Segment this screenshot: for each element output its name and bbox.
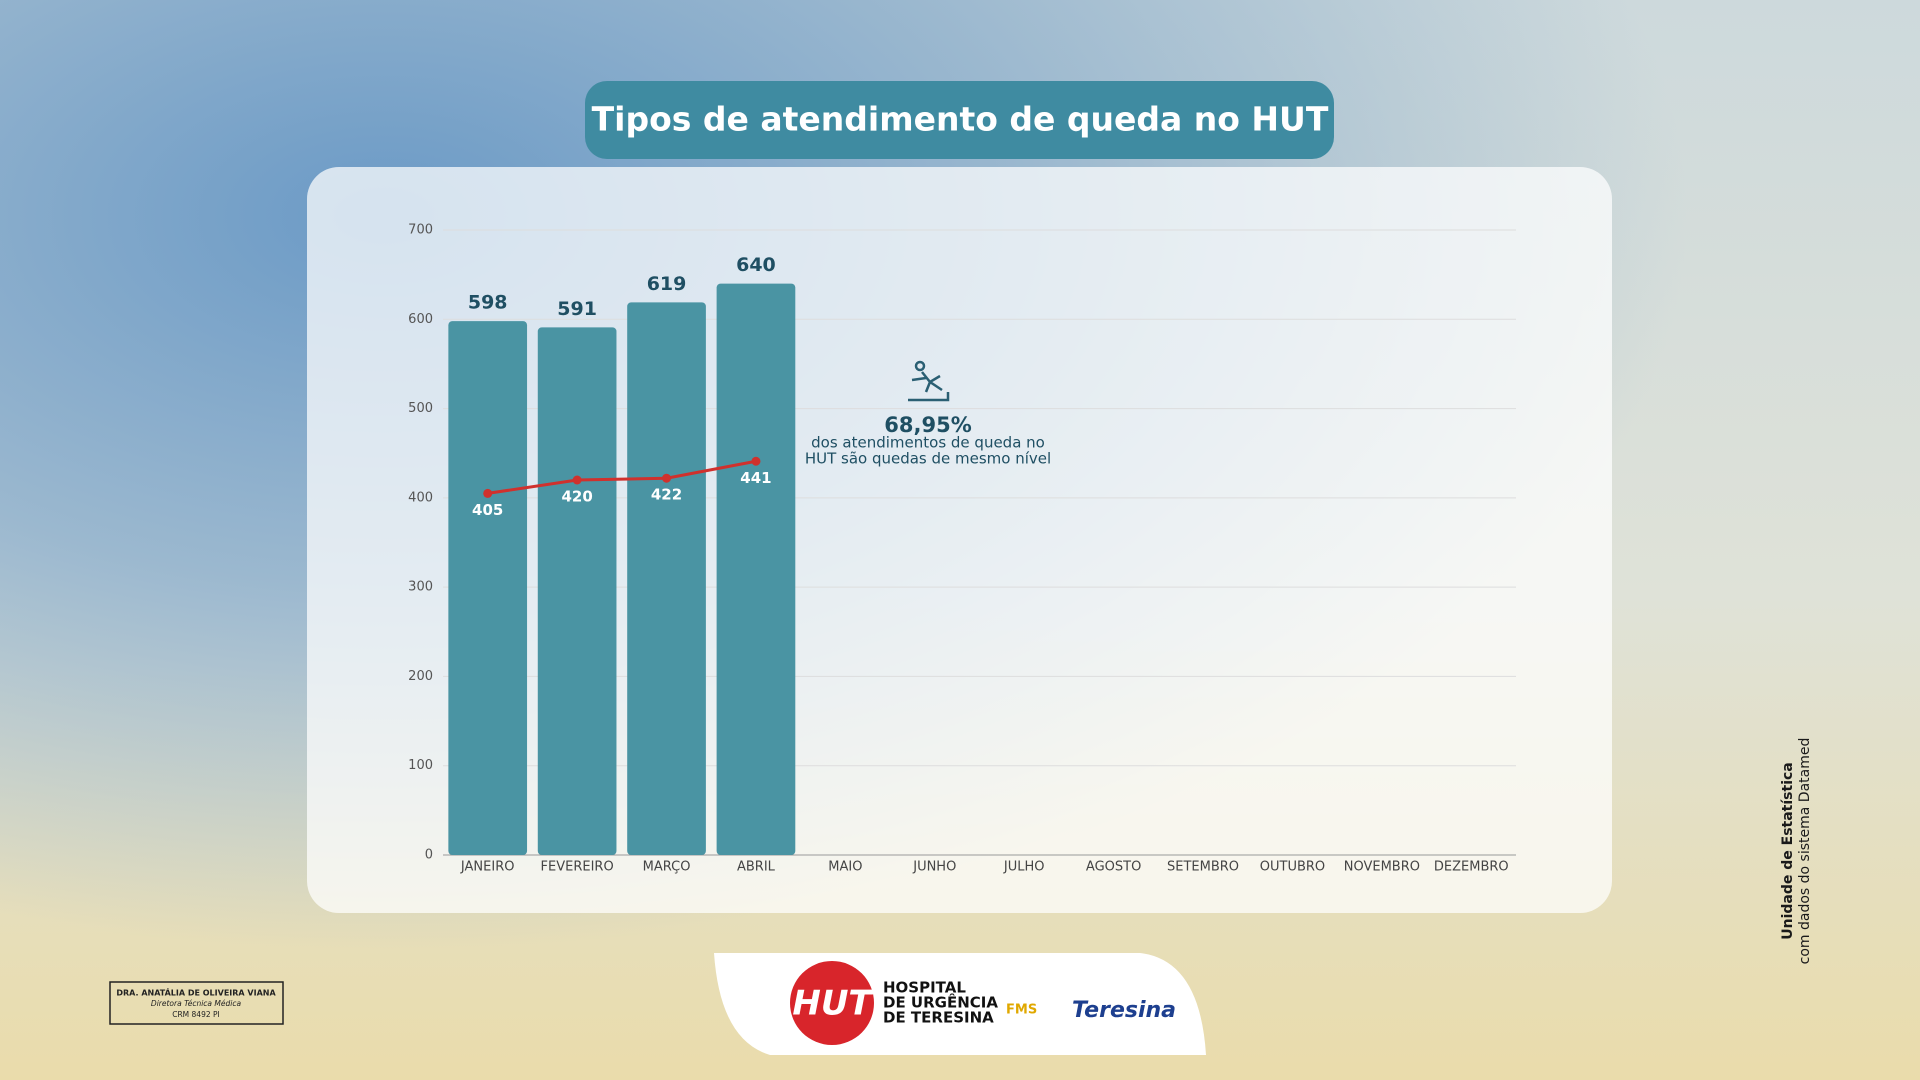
x-tick-label: MARÇO: [643, 860, 691, 875]
line-point: [483, 488, 493, 498]
bar: [716, 283, 796, 856]
bar-value-label: 640: [736, 254, 776, 276]
x-tick-label: AGOSTO: [1086, 860, 1141, 875]
y-tick-label: 0: [425, 848, 433, 863]
y-tick-label: 500: [408, 401, 433, 416]
bar: [627, 302, 706, 856]
bar: [537, 327, 617, 856]
x-tick-label: FEVEREIRO: [541, 860, 614, 875]
y-tick-label: 100: [408, 758, 433, 773]
signature-box: [109, 981, 284, 1025]
annotation-value: 68,95%: [884, 413, 971, 437]
bar-value-label: 619: [647, 273, 687, 295]
line: [487, 459, 757, 495]
line-value-label: 422: [651, 486, 682, 504]
x-tick-label: JUNHO: [912, 860, 956, 875]
line-point: [572, 475, 582, 485]
signature-role: Diretora Técnica Médica: [151, 999, 242, 1008]
y-tick-label: 200: [408, 669, 433, 684]
x-tick-label: JANEIRO: [460, 860, 515, 875]
side-note: Unidade de Estatística: [1780, 762, 1796, 939]
x-tick-label: DEZEMBRO: [1434, 860, 1509, 875]
line-point: [751, 456, 761, 466]
signature-crm: CRM 8492 PI: [172, 1010, 220, 1019]
bar-value-label: 591: [557, 298, 597, 320]
annotation-text: dos atendimentos de queda no: [811, 434, 1045, 452]
hospital-name: DE TERESINA: [883, 1009, 994, 1027]
y-tick-label: 700: [408, 223, 433, 238]
x-tick-label: SETEMBRO: [1167, 860, 1239, 875]
x-tick-label: JULHO: [1003, 860, 1045, 875]
x-tick-label: MAIO: [828, 860, 862, 875]
city-logo: Teresina: [1072, 998, 1176, 1023]
line-value-label: 420: [561, 488, 592, 506]
hospital-name: HOSPITAL: [883, 979, 966, 997]
bar: [448, 321, 528, 856]
signature-name: DRA. ANATÁLIA DE OLIVEIRA VIANA: [116, 987, 276, 998]
chart-title: Tipos de atendimento de queda no HUT: [592, 100, 1329, 139]
y-tick-label: 400: [408, 490, 433, 505]
x-tick-label: ABRIL: [737, 860, 776, 875]
side-note: com dados do sistema Datamed: [1797, 738, 1813, 965]
y-tick-label: 300: [408, 580, 433, 595]
line-value-label: 405: [472, 501, 503, 519]
hospital-name: DE URGÊNCIA: [883, 993, 998, 1012]
fms-logo: FMS: [1006, 1003, 1037, 1018]
x-tick-label: OUTUBRO: [1260, 860, 1325, 875]
bar-value-label: 598: [468, 292, 508, 314]
annotation-text: HUT são quedas de mesmo nível: [805, 450, 1051, 468]
x-tick-label: NOVEMBRO: [1344, 860, 1420, 875]
logo-badge: [790, 961, 874, 1045]
title-pill: [585, 81, 1334, 159]
fall-icon: [908, 360, 950, 402]
logo-text: HUT: [792, 984, 874, 1024]
y-tick-label: 600: [408, 312, 433, 327]
line-value-label: 441: [740, 469, 771, 487]
line-point: [662, 473, 672, 483]
